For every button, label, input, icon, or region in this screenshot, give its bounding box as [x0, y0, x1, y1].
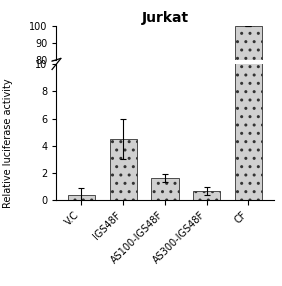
Title: Jurkat: Jurkat — [141, 11, 189, 25]
Bar — [193, 191, 220, 200]
Bar — [68, 195, 95, 196]
Bar — [235, 26, 262, 196]
Bar — [151, 193, 179, 196]
Bar — [193, 195, 220, 196]
Bar — [151, 178, 179, 200]
Bar — [68, 195, 95, 200]
Bar — [235, 0, 262, 200]
Bar — [110, 188, 137, 196]
Bar — [110, 139, 137, 200]
Text: Relative luciferase activity: Relative luciferase activity — [3, 78, 14, 208]
